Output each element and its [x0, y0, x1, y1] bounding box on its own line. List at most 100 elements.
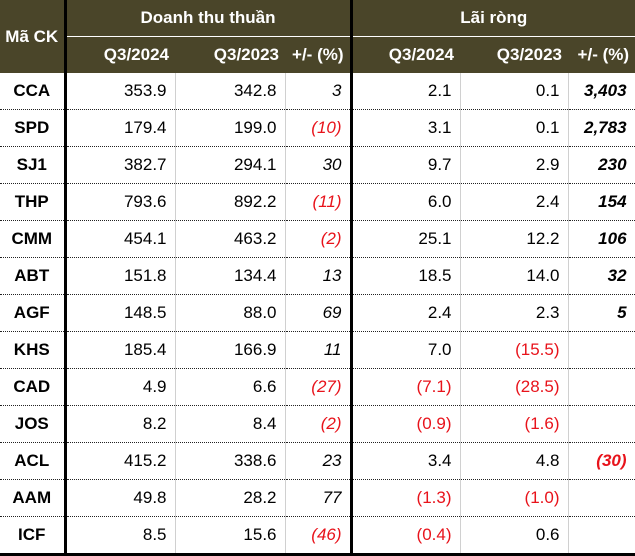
cell-revenue-q3-2024: 793.6 [65, 183, 176, 221]
cell-stock-code: SPD [0, 109, 67, 147]
table-row: AGF 148.5 88.0 69 2.4 2.3 5 [0, 294, 635, 332]
cell-revenue-change: 77 [285, 479, 353, 517]
cell-profit-q3-2024: 7.0 [351, 331, 461, 369]
cell-revenue-q3-2023: 8.4 [175, 405, 286, 443]
cell-revenue-change: (2) [285, 220, 353, 258]
header-profit-q3-2023: Q3/2023 [460, 36, 569, 73]
header-revenue-change: +/- (%) [285, 36, 353, 73]
cell-revenue-q3-2024: 49.8 [65, 479, 176, 517]
cell-profit-q3-2024: 2.4 [351, 294, 461, 332]
header-revenue-q3-2023: Q3/2023 [175, 36, 285, 73]
cell-revenue-q3-2023: 199.0 [175, 109, 286, 147]
cell-profit-q3-2023: 0.6 [460, 516, 569, 556]
cell-profit-q3-2023: (1.0) [460, 479, 569, 517]
table-row: CAD 4.9 6.6 (27) (7.1) (28.5) [0, 368, 635, 406]
cell-revenue-q3-2024: 148.5 [65, 294, 176, 332]
cell-stock-code: CCA [0, 73, 67, 110]
table-row: SJ1 382.7 294.1 30 9.7 2.9 230 [0, 146, 635, 184]
table-row: ACL 415.2 338.6 23 3.4 4.8 (30) [0, 442, 635, 480]
cell-profit-q3-2024: (7.1) [351, 368, 461, 406]
cell-stock-code: ABT [0, 257, 67, 295]
cell-profit-q3-2023: 12.2 [460, 220, 569, 258]
cell-revenue-change: (10) [285, 109, 353, 147]
cell-revenue-q3-2023: 88.0 [175, 294, 286, 332]
cell-revenue-q3-2023: 134.4 [175, 257, 286, 295]
cell-profit-q3-2024: 6.0 [351, 183, 461, 221]
cell-stock-code: JOS [0, 405, 67, 443]
cell-revenue-q3-2023: 28.2 [175, 479, 286, 517]
cell-profit-q3-2024: 25.1 [351, 220, 461, 258]
cell-revenue-q3-2024: 8.5 [65, 516, 176, 556]
cell-revenue-q3-2023: 342.8 [175, 73, 286, 110]
cell-stock-code: AAM [0, 479, 67, 517]
cell-revenue-q3-2023: 294.1 [175, 146, 286, 184]
header-stock-code: Mã CK [0, 0, 67, 73]
cell-profit-q3-2023: 14.0 [460, 257, 569, 295]
cell-revenue-q3-2023: 892.2 [175, 183, 286, 221]
cell-revenue-q3-2023: 166.9 [175, 331, 286, 369]
cell-revenue-q3-2024: 4.9 [65, 368, 176, 406]
cell-revenue-change: (11) [285, 183, 353, 221]
cell-stock-code: CAD [0, 368, 67, 406]
cell-revenue-change: (27) [285, 368, 353, 406]
cell-revenue-q3-2024: 454.1 [65, 220, 176, 258]
table-row: ICF 8.5 15.6 (46) (0.4) 0.6 [0, 516, 635, 556]
cell-revenue-q3-2024: 415.2 [65, 442, 176, 480]
cell-revenue-change: 11 [285, 331, 353, 369]
cell-revenue-q3-2024: 353.9 [65, 73, 176, 110]
table-row: SPD 179.4 199.0 (10) 3.1 0.1 2,783 [0, 109, 635, 147]
cell-stock-code: CMM [0, 220, 67, 258]
cell-profit-q3-2024: 2.1 [351, 73, 461, 110]
cell-revenue-change: (46) [285, 516, 353, 556]
header-group-net-profit: Lãi ròng [351, 0, 635, 37]
cell-profit-change: 230 [568, 146, 635, 184]
cell-profit-q3-2023: (1.6) [460, 405, 569, 443]
cell-stock-code: THP [0, 183, 67, 221]
cell-profit-change [568, 479, 635, 517]
table-row: JOS 8.2 8.4 (2) (0.9) (1.6) [0, 405, 635, 443]
cell-revenue-q3-2024: 151.8 [65, 257, 176, 295]
cell-revenue-q3-2024: 179.4 [65, 109, 176, 147]
cell-revenue-q3-2024: 185.4 [65, 331, 176, 369]
cell-stock-code: ICF [0, 516, 67, 556]
table-row: KHS 185.4 166.9 11 7.0 (15.5) [0, 331, 635, 369]
cell-stock-code: KHS [0, 331, 67, 369]
cell-profit-q3-2023: (15.5) [460, 331, 569, 369]
cell-profit-q3-2024: (0.4) [351, 516, 461, 556]
cell-revenue-change: 69 [285, 294, 353, 332]
cell-profit-q3-2023: 2.3 [460, 294, 569, 332]
cell-profit-change [568, 331, 635, 369]
cell-profit-q3-2023: 4.8 [460, 442, 569, 480]
cell-revenue-q3-2023: 15.6 [175, 516, 286, 556]
cell-revenue-change: 23 [285, 442, 353, 480]
cell-revenue-change: (2) [285, 405, 353, 443]
cell-profit-change: 154 [568, 183, 635, 221]
cell-profit-q3-2023: 2.9 [460, 146, 569, 184]
cell-profit-change [568, 368, 635, 406]
header-profit-change: +/- (%) [568, 36, 635, 73]
cell-profit-q3-2023: 2.4 [460, 183, 569, 221]
cell-profit-change [568, 516, 635, 556]
cell-profit-change: 32 [568, 257, 635, 295]
header-profit-q3-2024: Q3/2024 [351, 36, 461, 73]
cell-revenue-change: 30 [285, 146, 353, 184]
cell-profit-q3-2024: (1.3) [351, 479, 461, 517]
table-row: CMM 454.1 463.2 (2) 25.1 12.2 106 [0, 220, 635, 258]
cell-profit-change: 106 [568, 220, 635, 258]
header-revenue-q3-2024: Q3/2024 [65, 36, 175, 73]
cell-profit-change [568, 405, 635, 443]
cell-revenue-q3-2023: 6.6 [175, 368, 286, 406]
cell-profit-q3-2024: 18.5 [351, 257, 461, 295]
cell-profit-q3-2023: 0.1 [460, 109, 569, 147]
cell-profit-change: 3,403 [568, 73, 635, 110]
cell-profit-q3-2023: (28.5) [460, 368, 569, 406]
cell-revenue-change: 13 [285, 257, 353, 295]
cell-profit-q3-2024: (0.9) [351, 405, 461, 443]
cell-revenue-q3-2023: 338.6 [175, 442, 286, 480]
cell-revenue-change: 3 [285, 73, 353, 110]
cell-profit-q3-2023: 0.1 [460, 73, 569, 110]
cell-profit-change: 5 [568, 294, 635, 332]
table-row: ABT 151.8 134.4 13 18.5 14.0 32 [0, 257, 635, 295]
table-row: AAM 49.8 28.2 77 (1.3) (1.0) [0, 479, 635, 517]
